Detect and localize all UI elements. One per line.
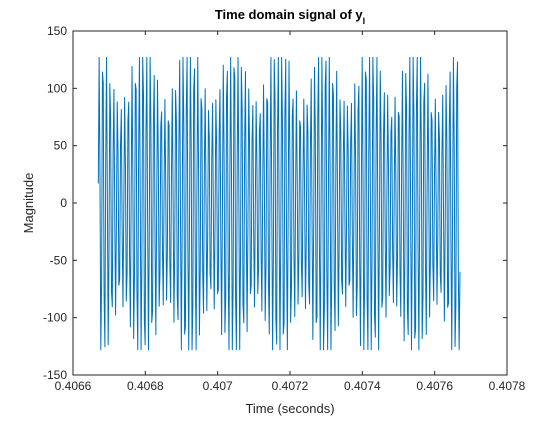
x-tick-label: 0.4076 [416, 379, 453, 393]
x-tick-label: 0.4068 [127, 379, 164, 393]
y-axis: -150 -100 -50 0 50 100 150 [43, 24, 507, 382]
y-tick-label: 150 [47, 24, 67, 38]
x-tick-label: 0.4072 [272, 379, 309, 393]
y-tick-label: 100 [47, 81, 67, 95]
x-tick-label: 0.407 [203, 379, 233, 393]
x-axis-label: Time (seconds) [245, 401, 334, 416]
y-tick-label: -100 [43, 311, 67, 325]
x-tick-label: 0.4066 [55, 379, 92, 393]
series-layer [97, 56, 461, 351]
y-tick-label: 0 [60, 196, 67, 210]
x-tick-label: 0.4078 [489, 379, 526, 393]
y-tick-label: -50 [50, 253, 68, 267]
y-tick-label: 50 [54, 139, 68, 153]
chart-title-main: Time domain signal of y [215, 7, 364, 22]
x-tick-label: 0.4074 [344, 379, 381, 393]
signal-line [97, 56, 461, 351]
y-tick-label: -150 [43, 368, 67, 382]
x-axis: 0.4066 0.4068 0.407 0.4072 0.4074 0.4076 0.407… [55, 31, 526, 393]
chart-title-subscript: l [363, 16, 366, 26]
y-axis-label: Magnitude [21, 173, 36, 234]
chart-title: Time domain signal of yl [215, 7, 365, 26]
